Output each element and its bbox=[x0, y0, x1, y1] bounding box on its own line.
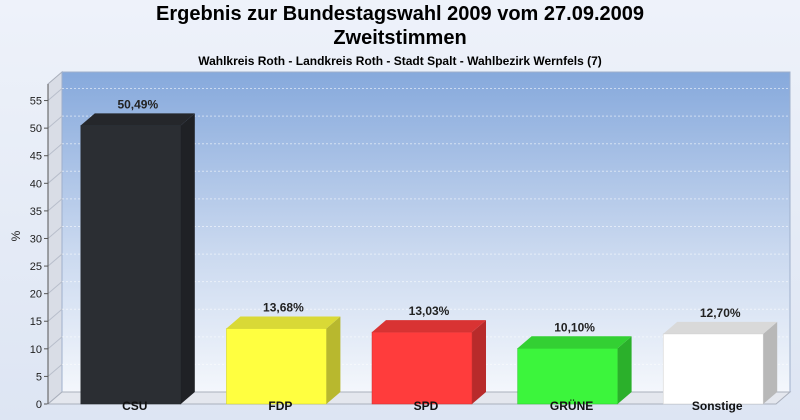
bar-value-label: 13,03% bbox=[409, 304, 450, 318]
gridline-side bbox=[47, 198, 63, 212]
bar-value-label: 10,10% bbox=[554, 320, 595, 334]
gridline-side bbox=[47, 143, 63, 157]
gridline-side bbox=[47, 364, 63, 377]
x-category-label: Sonstige bbox=[692, 399, 743, 413]
gridline-side bbox=[47, 336, 63, 350]
bar-value-label: 13,68% bbox=[263, 301, 304, 315]
bar-side bbox=[326, 316, 341, 404]
y-tick-label: 40 bbox=[30, 178, 42, 190]
gridline-side bbox=[47, 253, 63, 267]
bar-top bbox=[372, 320, 486, 333]
x-category-label: FDP bbox=[268, 399, 292, 413]
bar-top bbox=[663, 321, 778, 334]
bar-grüne bbox=[517, 348, 618, 405]
y-tick-label: 50 bbox=[30, 123, 42, 135]
bar-fdp bbox=[226, 328, 327, 405]
y-tick-label: 30 bbox=[30, 233, 42, 245]
bar-side bbox=[617, 336, 632, 404]
bar-value-label: 50,49% bbox=[117, 97, 158, 111]
y-tick-label: 20 bbox=[30, 289, 42, 301]
chart-title: Ergebnis zur Bundestagswahl 2009 vom 27.… bbox=[156, 3, 644, 25]
y-tick-label: 10 bbox=[30, 344, 42, 356]
y-tick-label: 55 bbox=[30, 96, 42, 108]
bar-side bbox=[180, 113, 195, 405]
gridline-side bbox=[47, 170, 63, 184]
y-tick-label: 15 bbox=[30, 316, 42, 328]
y-tick-label: 45 bbox=[30, 151, 42, 163]
bar-top bbox=[80, 113, 195, 126]
gridline-side bbox=[47, 115, 63, 129]
y-tick-label: 5 bbox=[36, 371, 42, 383]
chart-caption: Wahlkreis Roth - Landkreis Roth - Stadt … bbox=[198, 54, 602, 68]
gridline-side bbox=[47, 308, 63, 322]
y-axis-label: % bbox=[9, 230, 23, 241]
bar-top bbox=[226, 316, 341, 329]
y-tick-label: 0 bbox=[36, 399, 42, 411]
y-tick-label: 25 bbox=[30, 261, 42, 273]
gridline-side bbox=[47, 281, 63, 295]
x-category-label: CSU bbox=[122, 399, 147, 413]
gridline-side bbox=[47, 226, 63, 239]
bar-side bbox=[472, 320, 486, 404]
bar-top bbox=[517, 336, 632, 349]
x-category-label: SPD bbox=[414, 399, 439, 413]
y-tick-label: 35 bbox=[30, 206, 42, 218]
bar-value-label: 12,70% bbox=[700, 306, 741, 320]
bar-spd bbox=[371, 331, 473, 405]
bar-csu bbox=[80, 125, 182, 405]
chart-subtitle: Zweitstimmen bbox=[333, 27, 467, 49]
gridline-side bbox=[47, 88, 63, 101]
bar-sonstige bbox=[662, 333, 764, 405]
x-category-label: GRÜNE bbox=[550, 398, 593, 413]
bar-side bbox=[763, 321, 778, 404]
